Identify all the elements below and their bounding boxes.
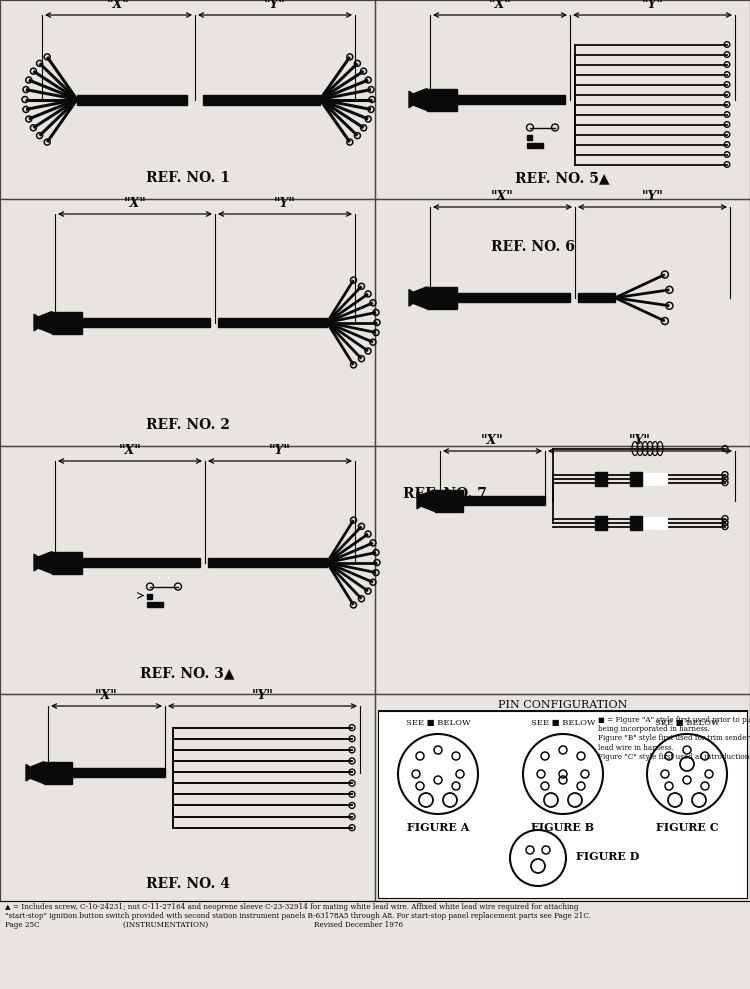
Polygon shape: [421, 490, 435, 511]
Bar: [435, 490, 463, 511]
Polygon shape: [34, 554, 38, 571]
Bar: [427, 88, 457, 111]
Bar: [375, 446, 750, 694]
Bar: [72, 768, 165, 777]
Text: REF. NO. 7: REF. NO. 7: [403, 487, 487, 501]
Text: "Y": "Y": [251, 689, 274, 702]
Bar: [463, 496, 545, 505]
Text: "Y": "Y": [264, 0, 286, 11]
Text: REF. NO. 4: REF. NO. 4: [146, 877, 230, 891]
Polygon shape: [409, 91, 413, 108]
Bar: [375, 694, 750, 901]
Polygon shape: [26, 764, 30, 781]
Text: "X": "X": [491, 190, 514, 203]
Text: ▲ = Includes screw, C-10-24231; nut C-11-27164 and neoprene sleeve C-23-32914 fo: ▲ = Includes screw, C-10-24231; nut C-11…: [5, 903, 591, 930]
Text: "Y": "Y": [641, 190, 664, 203]
Bar: [0, 0, 375, 199]
Bar: [595, 515, 607, 529]
Polygon shape: [413, 287, 427, 309]
Text: REF. NO. 6: REF. NO. 6: [490, 240, 574, 254]
Bar: [44, 762, 72, 783]
Text: REF. NO. 3▲: REF. NO. 3▲: [140, 666, 235, 680]
Text: "Y": "Y": [629, 434, 651, 447]
Bar: [375, 0, 750, 199]
Text: REF. NO. 1: REF. NO. 1: [146, 171, 230, 185]
Bar: [375, 199, 750, 446]
Bar: [82, 318, 210, 327]
Polygon shape: [38, 552, 52, 574]
Text: "Y": "Y": [274, 197, 296, 210]
Polygon shape: [30, 762, 44, 783]
Text: SEE ■ BELOW: SEE ■ BELOW: [531, 719, 596, 727]
Polygon shape: [409, 290, 413, 307]
Polygon shape: [38, 312, 52, 333]
Text: "X": "X": [118, 444, 141, 457]
Bar: [427, 287, 457, 309]
Bar: [208, 558, 327, 567]
Text: ■ = Figure "A" style first used prior to purple/white trim sender indicator wire: ■ = Figure "A" style first used prior to…: [598, 716, 750, 761]
Bar: [147, 601, 163, 606]
Bar: [630, 515, 642, 529]
Text: "Y": "Y": [641, 0, 664, 11]
Bar: [595, 472, 607, 486]
Bar: [52, 552, 82, 574]
Text: PIN CONFIGURATION: PIN CONFIGURATION: [498, 700, 627, 710]
Bar: [218, 318, 327, 327]
Text: REF. NO. 2: REF. NO. 2: [146, 418, 230, 432]
Text: "X": "X": [482, 434, 504, 447]
Bar: [578, 294, 615, 303]
Text: "Y": "Y": [269, 444, 291, 457]
Bar: [457, 294, 570, 303]
Text: SEE ■ BELOW: SEE ■ BELOW: [406, 719, 470, 727]
Text: REF. NO. 5▲: REF. NO. 5▲: [515, 171, 610, 185]
Polygon shape: [34, 315, 38, 331]
Polygon shape: [417, 493, 421, 509]
Bar: [378, 711, 747, 898]
Bar: [0, 199, 375, 446]
Bar: [0, 446, 375, 694]
Text: "X": "X": [124, 197, 146, 210]
Text: SEE ■ BELOW: SEE ■ BELOW: [655, 719, 719, 727]
Text: "X": "X": [489, 0, 512, 11]
Bar: [203, 95, 320, 105]
Bar: [0, 694, 375, 901]
Bar: [77, 95, 187, 105]
Bar: [52, 312, 82, 333]
Polygon shape: [413, 88, 427, 111]
Text: "X": "X": [95, 689, 118, 702]
Bar: [527, 142, 543, 147]
Bar: [642, 516, 667, 528]
Text: FIGURE B: FIGURE B: [532, 822, 595, 833]
Bar: [527, 135, 532, 139]
Bar: [147, 593, 152, 598]
Text: FIGURE D: FIGURE D: [576, 851, 639, 861]
Bar: [457, 95, 565, 104]
Bar: [630, 472, 642, 486]
Text: FIGURE A: FIGURE A: [406, 822, 470, 833]
Text: FIGURE C: FIGURE C: [656, 822, 718, 833]
Bar: [642, 473, 667, 485]
Text: "X": "X": [107, 0, 130, 11]
Bar: [82, 558, 200, 567]
